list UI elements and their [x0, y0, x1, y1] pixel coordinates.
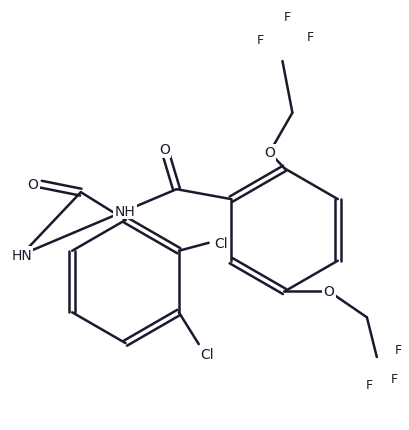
- Text: F: F: [390, 372, 397, 385]
- Text: O: O: [159, 143, 170, 157]
- Text: Cl: Cl: [213, 236, 227, 250]
- Text: Cl: Cl: [199, 347, 213, 361]
- Text: HN: HN: [11, 248, 32, 262]
- Text: F: F: [394, 343, 401, 356]
- Text: O: O: [323, 285, 334, 299]
- Text: F: F: [364, 378, 371, 391]
- Text: O: O: [28, 178, 38, 192]
- Text: F: F: [256, 34, 263, 46]
- Text: F: F: [283, 11, 290, 24]
- Text: NH: NH: [114, 205, 135, 218]
- Text: F: F: [306, 31, 313, 43]
- Text: O: O: [263, 146, 274, 160]
